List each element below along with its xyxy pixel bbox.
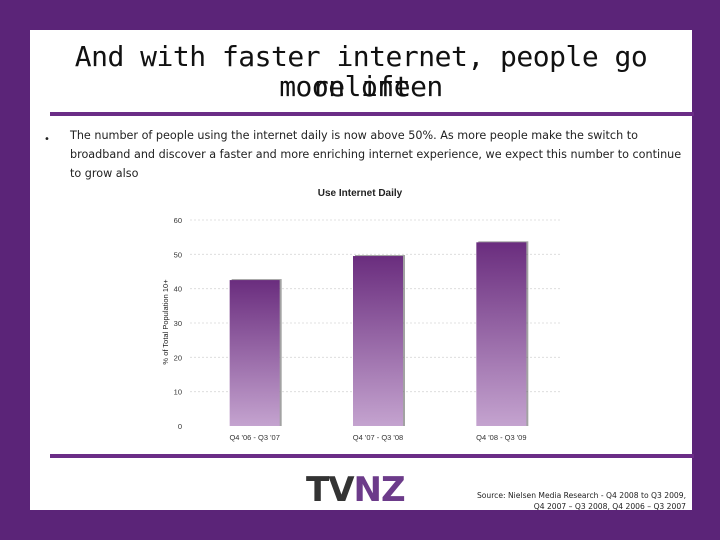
y-tick-label: 20 [174, 353, 182, 362]
footer-divider [50, 454, 694, 458]
x-tick-label: Q4 '06 - Q3 '07 [229, 433, 279, 442]
y-tick-label: 60 [174, 216, 182, 225]
bar [229, 280, 280, 426]
title-divider [50, 112, 694, 116]
slide-title-line2: more often [279, 70, 443, 103]
y-tick-label: 50 [174, 250, 182, 259]
chart-title: Use Internet Daily [318, 188, 403, 199]
y-tick-label: 30 [174, 319, 182, 328]
y-axis-label: % of Total Population 10+ [161, 279, 170, 365]
tvnz-logo: TVNZ [306, 470, 406, 510]
bullet-marker: • [44, 134, 50, 145]
y-tick-label: 0 [178, 422, 182, 431]
source-line2: Q4 2007 – Q3 2008, Q4 2006 – Q3 2007 [533, 502, 686, 511]
y-tick-label: 10 [174, 388, 182, 397]
slide: And with faster internet, people go onli… [30, 30, 694, 512]
source-note: Source: Nielsen Media Research - Q4 2008… [477, 490, 686, 512]
y-tick-label: 40 [174, 285, 182, 294]
bar [476, 242, 527, 426]
logo-nz: NZ [353, 470, 406, 510]
x-tick-label: Q4 '07 - Q3 '08 [353, 433, 403, 442]
source-line1: Source: Nielsen Media Research - Q4 2008… [476, 491, 686, 500]
x-tick-label: Q4 '08 - Q3 '09 [476, 433, 526, 442]
bar-chart: Use Internet Daily % of Total Population… [161, 188, 560, 442]
bullet-text: The number of people using the internet … [70, 129, 682, 180]
slide-title-line1: And with faster internet, people go onli… [74, 40, 648, 103]
bar [353, 256, 403, 426]
logo-tv: TV [306, 470, 355, 510]
